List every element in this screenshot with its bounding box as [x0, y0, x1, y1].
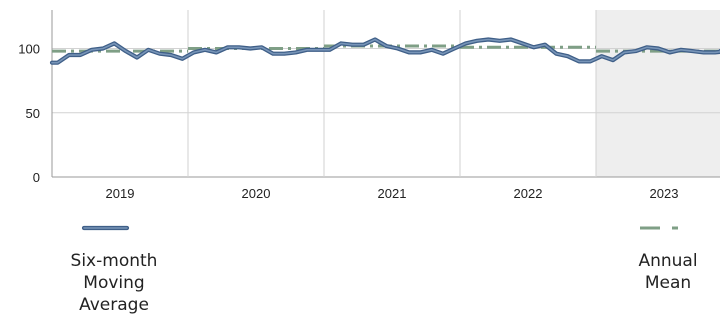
- y-tick-label-2: 100: [18, 42, 40, 57]
- x-tick-label-1: 2020: [242, 186, 271, 201]
- x-tick-label-0: 2019: [106, 186, 135, 201]
- highlighted-period-band: [596, 10, 720, 177]
- legend-label-moving-average: Six-month Moving Average: [70, 251, 158, 315]
- legend-label-annual-mean: Annual Mean: [638, 251, 698, 293]
- highlight-band-layer: [596, 10, 720, 177]
- axis-layer: 0 50 100 2019 2020 2021 2022 2023: [18, 42, 678, 201]
- x-tick-label-4: 2023: [650, 186, 679, 201]
- moving-average-line: [51, 38, 720, 64]
- series-layer: [49, 37, 720, 65]
- x-tick-label-2: 2021: [378, 186, 407, 201]
- grid-layer: [51, 10, 720, 178]
- y-tick-label-0: 0: [33, 170, 40, 185]
- x-tick-label-3: 2022: [514, 186, 543, 201]
- y-tick-label-1: 50: [26, 106, 40, 121]
